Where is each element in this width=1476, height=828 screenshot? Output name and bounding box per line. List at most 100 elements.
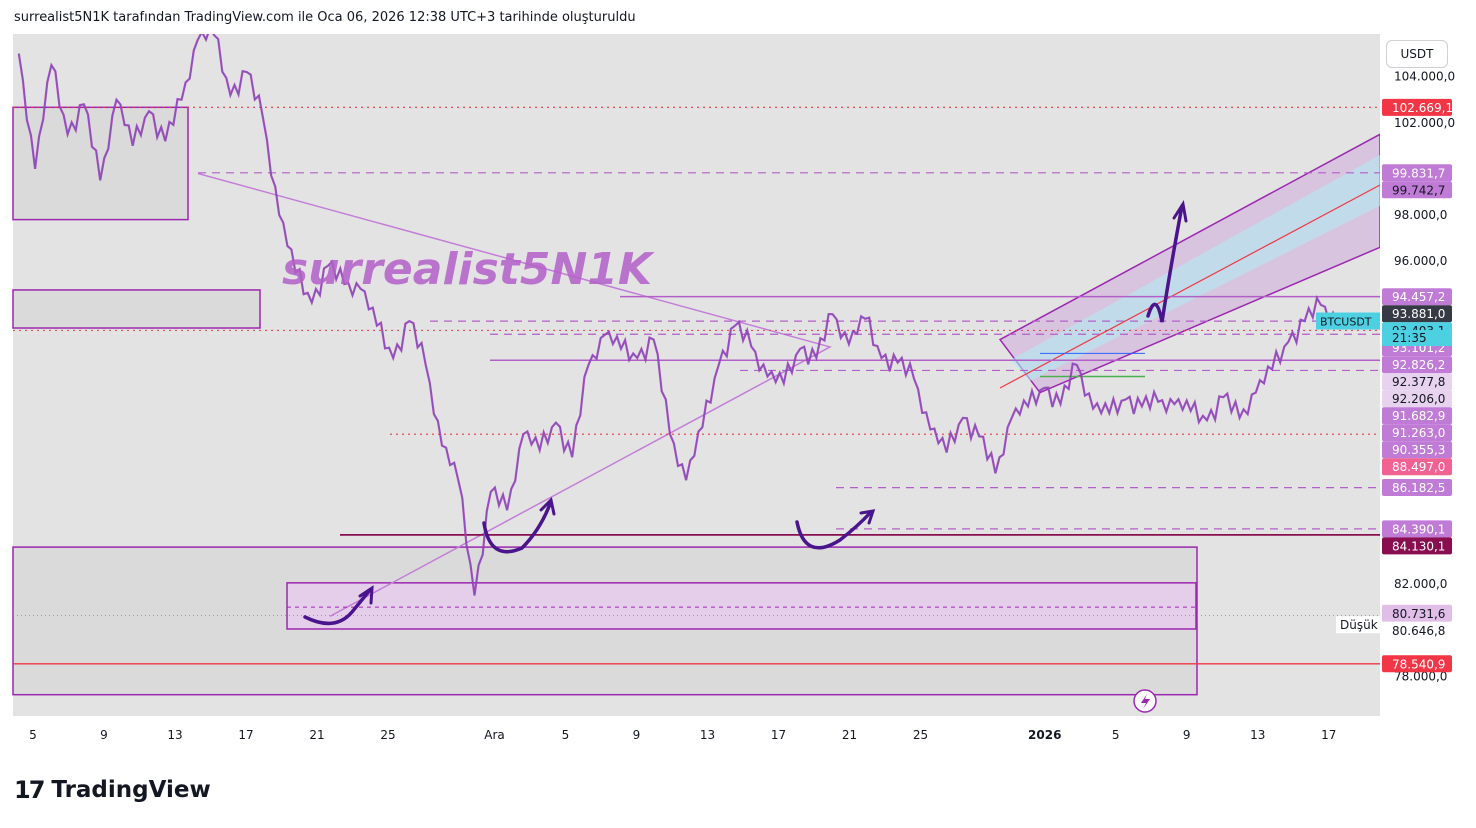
- price-layer: [17, 34, 1339, 596]
- arrow-4-head: [1172, 199, 1188, 223]
- price-label: 99.742,7: [1382, 181, 1452, 199]
- price-label-text: 84.390,1: [1392, 522, 1445, 536]
- arrow-1: [303, 588, 372, 626]
- y-tick-label: 96.000,0: [1394, 254, 1447, 268]
- x-tick-label: 13: [167, 728, 182, 742]
- low-label-bg: [1336, 616, 1380, 634]
- price-label-bg: [1382, 655, 1452, 673]
- price-label: 93.881,0: [1382, 305, 1452, 323]
- zones-layer: [12, 106, 1381, 696]
- x-tick-label: 2026: [1028, 728, 1061, 742]
- time-axis-bg: [13, 716, 1463, 752]
- arrow-3: [795, 511, 872, 550]
- zone-top-left: [12, 106, 189, 221]
- zone-mid-left: [12, 289, 261, 329]
- price-label-text: 99.742,7: [1392, 183, 1445, 197]
- x-tick-label: Ara: [484, 728, 505, 742]
- channel-median: [999, 184, 1381, 389]
- tradingview-logo[interactable]: 17 TradingView: [14, 776, 211, 804]
- arrow-1-head: [358, 585, 374, 605]
- symbol-tag: BTCUSDT: [1320, 316, 1372, 329]
- price-label-bg: [1382, 537, 1452, 555]
- x-tick-label: 17: [238, 728, 253, 742]
- price-label-text: 92.377,8: [1392, 375, 1445, 389]
- x-tick-label: 25: [380, 728, 395, 742]
- price-label: 86.182,5: [1382, 479, 1452, 497]
- y-tick-label: 78.000,0: [1394, 669, 1447, 683]
- price-label-bg: [1382, 305, 1452, 323]
- x-tick-label: 5: [562, 728, 570, 742]
- tradingview-wordmark: TradingView: [51, 777, 211, 803]
- price-label: 102.669,1: [1382, 98, 1453, 116]
- annotations-layer: [303, 199, 1188, 713]
- price-label-bg: [1382, 181, 1452, 199]
- lightning-icon: [1133, 689, 1157, 713]
- price-label-text: 99.831,7: [1392, 166, 1445, 180]
- x-tick-label: 25: [913, 728, 928, 742]
- price-label-text: 92.826,2: [1392, 358, 1445, 372]
- lightning-bolt: [1141, 694, 1150, 709]
- price-label-text: 94.457,2: [1392, 290, 1445, 304]
- price-label: 84.390,1: [1382, 520, 1452, 538]
- low-label: Düşük: [1340, 618, 1378, 632]
- price-label-bg: [1382, 424, 1452, 442]
- x-tick-label: 13: [1250, 728, 1265, 742]
- price-label: 92.206,0: [1382, 390, 1452, 408]
- channel-inner: [1010, 155, 1380, 382]
- symbol-tag-bg: [1316, 312, 1380, 330]
- y-tick-label: 104.000,0: [1394, 70, 1455, 84]
- price-label-bg: [1382, 407, 1452, 425]
- arrow-3-head: [859, 509, 876, 525]
- price-label-text: 93.881,0: [1392, 307, 1445, 321]
- price-label-text: 92.206,0: [1392, 392, 1445, 406]
- price-label: 84.130,1: [1382, 537, 1452, 555]
- price-label-bg: [1382, 390, 1452, 408]
- y-tick-label: 98.000,0: [1394, 208, 1447, 222]
- x-tick-label: 9: [100, 728, 108, 742]
- price-label-bg: [1382, 288, 1452, 306]
- price-label: 92.826,2: [1382, 356, 1452, 374]
- y-tick-label: 82.000,0: [1394, 577, 1447, 591]
- arrow-2-head: [539, 496, 556, 516]
- price-label-text: 90.355,3: [1392, 443, 1445, 457]
- x-tick-label: 5: [29, 728, 37, 742]
- price-label: 92.377,8: [1382, 373, 1452, 391]
- tradingview-mark-icon: 17: [14, 776, 45, 804]
- price-label: 91.682,9: [1382, 407, 1452, 425]
- price-label-bg: [1382, 621, 1452, 639]
- axis-layer: 104.000,0 102.000,0 98.000,0 96.000,0 82.000…: [13, 34, 1463, 752]
- watermark-text: surrealist5N1K: [282, 244, 655, 295]
- price-line: [17, 34, 1339, 596]
- price-label-text: 84.130,1: [1392, 539, 1445, 553]
- zone-demand: [286, 582, 1197, 630]
- price-label-bg: [1382, 479, 1452, 497]
- x-tick-label: 21: [842, 728, 857, 742]
- price-label: 99.831,7: [1382, 164, 1452, 182]
- price-label-text: 86.182,5: [1392, 481, 1445, 495]
- price-label: 91.263,0: [1382, 424, 1452, 442]
- price-label-bg: [1382, 441, 1452, 459]
- price-label-text: 91.682,9: [1392, 409, 1445, 423]
- price-label: 94.457,2: [1382, 288, 1452, 306]
- price-label-bg: [1382, 98, 1452, 116]
- price-label-text: 88.497,0: [1392, 460, 1445, 474]
- x-tick-label: 17: [771, 728, 786, 742]
- x-tick-label: 13: [700, 728, 715, 742]
- price-label-text: 80.731,6: [1392, 607, 1445, 621]
- price-label-text: 91.263,0: [1392, 426, 1445, 440]
- x-tick-label: 9: [633, 728, 641, 742]
- x-tick-label: 17: [1321, 728, 1336, 742]
- price-label-bg: [1382, 356, 1452, 374]
- price-label-text: 102.669,1: [1392, 101, 1453, 115]
- price-label-text: 80.646,8: [1392, 624, 1445, 638]
- price-label: 78.540,9: [1382, 655, 1452, 673]
- price-label: 90.355,3: [1382, 441, 1452, 459]
- price-label-bg: [1382, 520, 1452, 538]
- countdown-bg: [1382, 330, 1452, 347]
- x-tick-label: 9: [1183, 728, 1191, 742]
- price-label-bg: [1382, 458, 1452, 476]
- price-label-text: 78.540,9: [1392, 657, 1445, 671]
- currency-button[interactable]: USDT: [1386, 40, 1448, 68]
- price-label-bg: [1382, 164, 1452, 182]
